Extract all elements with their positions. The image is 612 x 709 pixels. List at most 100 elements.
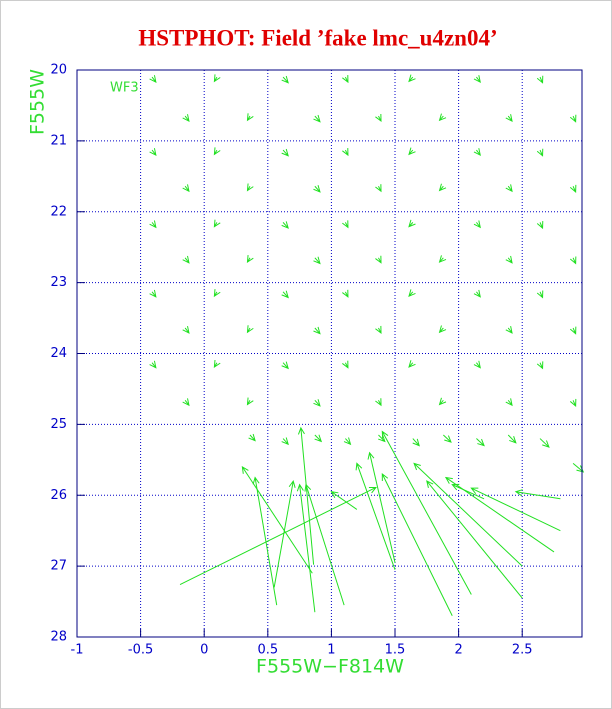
arrow	[375, 255, 382, 264]
arrow	[375, 325, 382, 334]
annotation: WF3	[110, 81, 139, 96]
arrow	[412, 438, 420, 447]
arrow	[426, 480, 523, 599]
arrow	[182, 184, 190, 193]
arrow	[248, 433, 256, 442]
arrow	[473, 360, 481, 369]
arrow	[505, 114, 513, 122]
plot-border	[76, 69, 583, 638]
x-tick-label: -0.5	[128, 643, 153, 658]
arrow	[246, 325, 254, 334]
arrow	[182, 325, 190, 334]
arrow	[149, 289, 157, 298]
arrow	[213, 74, 221, 83]
arrow	[281, 75, 289, 84]
arrow	[381, 472, 453, 616]
arrow	[408, 147, 416, 156]
arrow	[281, 437, 289, 446]
x-tick-label: -1	[71, 643, 84, 658]
arrow	[375, 398, 382, 407]
arrow	[313, 399, 321, 407]
arrow	[342, 148, 349, 157]
arrow	[252, 476, 278, 606]
y-tick-label: 25	[50, 417, 67, 432]
arrow	[505, 398, 513, 407]
arrow	[569, 326, 577, 335]
arrow	[438, 183, 447, 192]
arrow	[149, 148, 157, 156]
arrow	[342, 360, 349, 369]
arrow	[443, 434, 452, 443]
arrow	[213, 289, 221, 298]
arrow	[313, 114, 321, 123]
arrow	[473, 75, 481, 83]
arrow	[378, 434, 386, 443]
arrow	[536, 361, 544, 370]
x-tick-label: 1.5	[385, 643, 406, 658]
arrow	[438, 325, 447, 334]
arrow	[470, 487, 561, 532]
arrow	[213, 147, 221, 156]
arrow	[313, 185, 321, 193]
arrow	[375, 184, 382, 193]
arrow	[438, 255, 447, 263]
arrow	[408, 74, 416, 83]
arrow	[246, 113, 254, 122]
arrow	[473, 148, 481, 156]
arrow	[381, 430, 472, 595]
arrow	[536, 148, 544, 157]
arrow	[367, 451, 396, 563]
x-tick-label: 1	[327, 643, 335, 658]
arrow	[514, 489, 561, 500]
arrow	[539, 438, 550, 448]
arrow	[342, 75, 349, 84]
arrow	[213, 219, 221, 228]
arrow	[408, 219, 416, 228]
y-tick-label: 22	[50, 204, 67, 219]
arrow	[505, 255, 513, 264]
y-tick-label: 26	[50, 488, 67, 503]
arrow	[241, 465, 313, 574]
arrow	[246, 397, 254, 406]
arrow	[343, 437, 352, 446]
arrow	[473, 289, 481, 298]
arrow	[297, 426, 315, 565]
arrow	[281, 148, 289, 157]
arrow	[314, 434, 323, 443]
x-tick-label: 2.5	[512, 643, 533, 658]
x-tick-label: 0	[200, 643, 208, 658]
arrow	[569, 114, 577, 123]
arrow	[569, 398, 577, 407]
arrow	[476, 438, 485, 447]
arrow	[182, 398, 190, 407]
arrow	[313, 326, 321, 335]
arrow	[569, 184, 577, 193]
arrow	[451, 483, 485, 500]
arrows	[149, 74, 585, 616]
y-axis-label: F555W	[27, 69, 49, 135]
arrow	[536, 75, 544, 84]
arrow	[438, 397, 447, 406]
arrow	[330, 491, 358, 510]
arrow	[569, 256, 577, 265]
y-tick-label: 28	[50, 630, 67, 645]
arrow	[342, 220, 349, 229]
arrow	[273, 479, 296, 588]
arrow	[281, 221, 289, 229]
x-tick-label: 2	[454, 643, 462, 658]
y-tick-label: 24	[50, 346, 67, 361]
arrow	[438, 113, 447, 122]
arrow	[408, 360, 416, 368]
arrow	[149, 75, 157, 83]
x-axis-label: F555W−F814W	[256, 656, 404, 678]
arrow	[375, 114, 382, 123]
y-tick-label: 21	[50, 133, 67, 148]
arrow	[355, 462, 396, 570]
arrow	[505, 325, 513, 334]
arrow	[246, 183, 254, 192]
arrow	[408, 289, 416, 297]
arrow	[507, 434, 517, 444]
arrow	[149, 360, 157, 369]
arrow	[342, 289, 349, 298]
